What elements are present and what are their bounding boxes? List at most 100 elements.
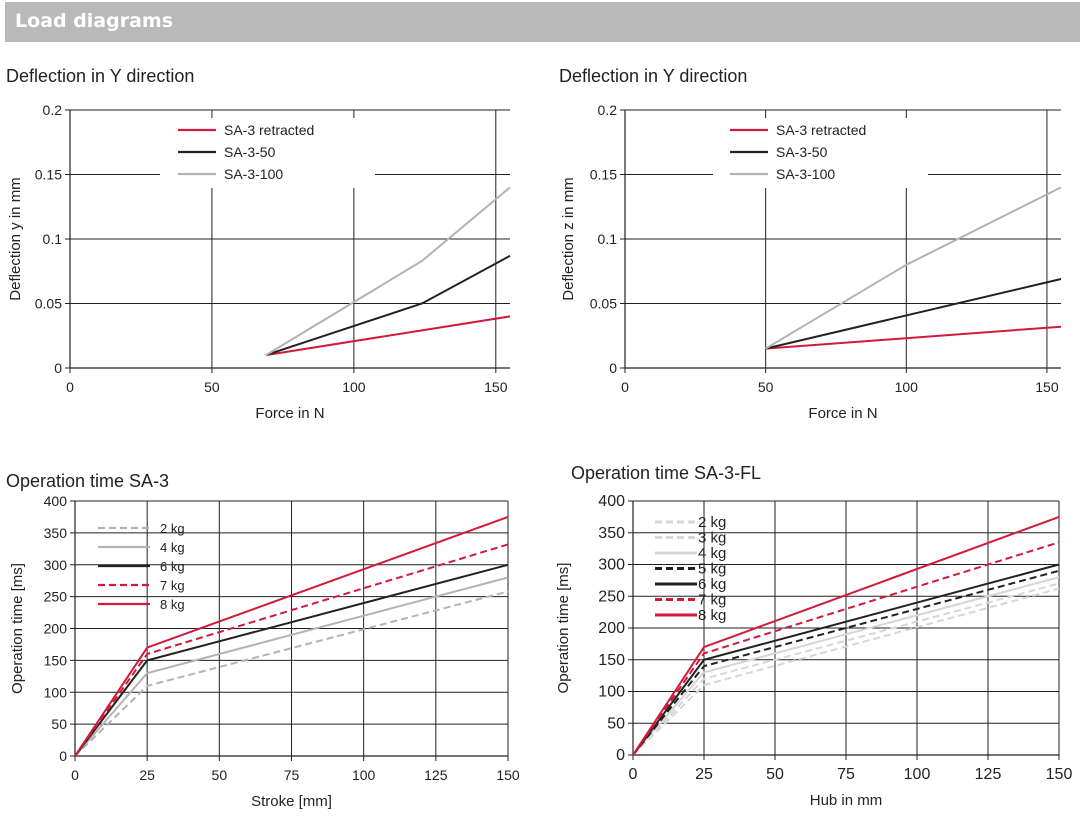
x-tick-label: 75: [837, 766, 855, 783]
legend-label: SA-3-50: [224, 144, 276, 160]
x-tick-label: 0: [621, 379, 629, 395]
legend-label: 8 kg: [698, 607, 726, 624]
legend-label: SA-3 retracted: [776, 122, 866, 138]
x-tick-label: 50: [212, 767, 228, 783]
y-tick-label: 150: [598, 652, 625, 669]
series-line-2-kg: [74, 590, 509, 757]
x-tick-label: 100: [895, 379, 919, 395]
series-line-sa-3-50: [765, 278, 1062, 350]
series-line-sa-3-50: [265, 254, 511, 357]
y-tick-label: 50: [51, 716, 67, 732]
chart-title: Deflection in Y direction: [6, 66, 194, 86]
y-tick-label: 200: [44, 621, 68, 637]
y-tick-label: 300: [598, 557, 625, 574]
y-tick-label: 400: [598, 493, 625, 510]
chart-title: Deflection in Y direction: [559, 66, 747, 86]
series-line-8-kg: [632, 515, 1060, 756]
series-line-sa-3-100: [265, 186, 511, 356]
y-tick-label: 250: [598, 588, 625, 605]
x-tick-label: 150: [1035, 379, 1059, 395]
y-tick-label: 300: [44, 557, 68, 573]
x-tick-label: 150: [1046, 766, 1073, 783]
x-tick-label: 150: [484, 379, 508, 395]
y-tick-label: 0.2: [598, 102, 618, 118]
y-tick-label: 50: [607, 715, 625, 732]
x-tick-label: 0: [71, 767, 79, 783]
y-tick-label: 100: [44, 684, 68, 700]
x-tick-label: 50: [766, 766, 784, 783]
chart-deflection-z: Deflection in Y direction 0 0.05 0.1 0.15 0.2…: [559, 66, 1062, 422]
x-tick-label: 25: [695, 766, 713, 783]
legend-label: 4 kg: [698, 545, 726, 562]
legend-label: SA-3 retracted: [224, 122, 314, 138]
y-tick-label: 0.15: [590, 167, 617, 183]
legend-label: 7 kg: [698, 592, 726, 609]
x-tick-label: 50: [758, 379, 774, 395]
section-title: Load diagrams: [15, 10, 174, 32]
y-tick-label: 0.05: [35, 296, 62, 312]
y-axis-label: Deflection y in mm: [7, 177, 24, 300]
legend-label: 6 kg: [698, 576, 726, 593]
chart-title: Operation time SA-3: [6, 471, 169, 491]
x-tick-label: 0: [629, 766, 638, 783]
section-header-bar: Load diagrams: [5, 2, 1080, 42]
legend-label: 7 kg: [160, 578, 185, 593]
series-line-sa-3-retracted: [765, 325, 1062, 350]
x-tick-label: 125: [424, 767, 448, 783]
series-line-6-kg: [74, 563, 509, 757]
x-tick-label: 0: [66, 379, 74, 395]
series-line-3-kg: [632, 582, 1060, 756]
x-axis-label: Force in N: [808, 405, 877, 422]
chart-operation-time-sa3-fl: Operation time SA-3-FL050100150200250300…: [555, 463, 1073, 809]
y-tick-label: 0: [54, 360, 62, 376]
y-tick-label: 0.2: [43, 102, 63, 118]
legend-label: 6 kg: [160, 559, 185, 574]
chart-operation-time-sa3: Operation time SA-3050100150200250300350…: [6, 471, 520, 810]
y-tick-label: 250: [44, 589, 68, 605]
y-tick-label: 100: [598, 684, 625, 701]
y-axis-label: Operation time [ms]: [9, 563, 26, 694]
y-tick-label: 0: [616, 747, 625, 764]
legend-label: SA-3-100: [776, 166, 835, 182]
y-tick-label: 0.1: [43, 231, 63, 247]
x-tick-label: 25: [139, 767, 155, 783]
legend-label: 5 kg: [698, 561, 726, 578]
series-line-7-kg: [632, 541, 1060, 756]
y-tick-label: 150: [44, 652, 68, 668]
series-line-sa-3-100: [765, 186, 1062, 350]
series-line-4-kg: [74, 576, 509, 757]
y-tick-label: 200: [598, 620, 625, 637]
x-tick-label: 100: [342, 379, 366, 395]
x-tick-label: 75: [284, 767, 300, 783]
x-tick-label: 125: [975, 766, 1002, 783]
legend-label: SA-3-100: [224, 166, 283, 182]
chart-title: Operation time SA-3-FL: [571, 463, 761, 483]
series-line-7-kg: [74, 543, 509, 757]
series-line-2-kg: [632, 587, 1060, 756]
chart-deflection-y: Deflection in Y direction 0 0.05 0.1 0.15 0.2…: [6, 66, 511, 422]
x-tick-label: 100: [904, 766, 931, 783]
y-tick-label: 400: [44, 493, 68, 509]
legend-label: 4 kg: [160, 540, 185, 555]
legend-label: 8 kg: [160, 597, 185, 612]
legend-label: 2 kg: [698, 514, 726, 531]
x-axis-label: Hub in mm: [810, 792, 883, 809]
y-axis-label: Deflection z in mm: [560, 177, 577, 300]
series-line-6-kg: [632, 563, 1060, 756]
y-axis-label: Operation time [ms]: [555, 563, 572, 694]
legend-label: SA-3-50: [776, 144, 828, 160]
y-tick-label: 0: [609, 360, 617, 376]
legend-label: 2 kg: [160, 521, 185, 536]
y-tick-label: 0.05: [590, 296, 617, 312]
y-tick-label: 0: [59, 748, 67, 764]
y-tick-label: 0.1: [598, 231, 618, 247]
x-tick-label: 150: [496, 767, 520, 783]
x-axis-label: Stroke [mm]: [251, 793, 332, 810]
series-line-5-kg: [632, 569, 1060, 756]
series-line-sa-3-retracted: [265, 315, 511, 357]
y-tick-label: 350: [598, 525, 625, 542]
y-tick-label: 350: [44, 525, 68, 541]
x-tick-label: 50: [204, 379, 220, 395]
series-line-4-kg: [632, 576, 1060, 756]
y-tick-label: 0.15: [35, 167, 62, 183]
